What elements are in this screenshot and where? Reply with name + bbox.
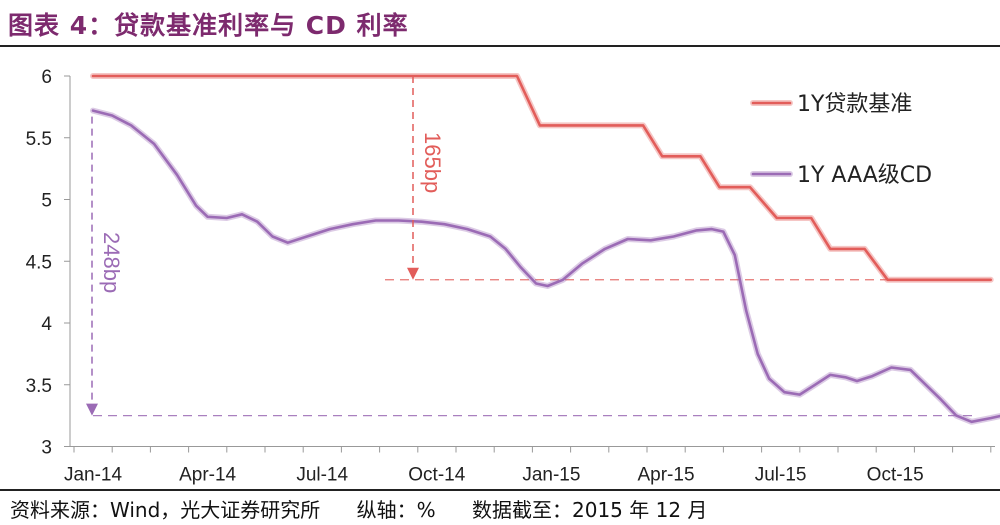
y-tick-label: 4.5 bbox=[26, 252, 52, 273]
title-rule bbox=[0, 45, 1000, 47]
x-tick-label: Jul-14 bbox=[296, 465, 348, 486]
y-tick-label: 6 bbox=[41, 67, 52, 88]
annotation-248bp: 248bp bbox=[99, 232, 124, 293]
x-tick-label: Jan-15 bbox=[522, 465, 580, 486]
arrow-165bp-head bbox=[407, 267, 419, 280]
legend-label: 1Y贷款基准 bbox=[797, 92, 912, 117]
annotation-165bp: 165bp bbox=[420, 132, 445, 193]
x-tick-label: Jan-14 bbox=[64, 465, 123, 486]
benchmark-rate-line bbox=[91, 74, 992, 282]
source-note: 资料来源：Wind，光大证券研究所 bbox=[10, 498, 321, 522]
axes: 6 5.5 5 4.5 4 3.5 3 Jan-14 Apr-14 Jul-14 Oct-14 Jan… bbox=[26, 67, 995, 486]
x-tick-label: Apr-14 bbox=[179, 465, 236, 486]
y-tick-label: 4 bbox=[41, 314, 52, 335]
series bbox=[90, 73, 1000, 425]
footer: 资料来源：Wind，光大证券研究所 纵轴：% 数据截至：2015 年 12 月 bbox=[10, 494, 737, 523]
cd-rate-line bbox=[91, 109, 1000, 424]
date-note: 数据截至：2015 年 12 月 bbox=[472, 498, 708, 522]
guides bbox=[93, 279, 975, 417]
x-tick-label: Oct-14 bbox=[408, 465, 465, 486]
footer-rule bbox=[0, 489, 1000, 491]
x-tick-label: Oct-15 bbox=[867, 465, 924, 486]
x-tick-label: Jul-15 bbox=[755, 465, 807, 486]
y-tick-label: 3 bbox=[41, 438, 52, 459]
y-tick-label: 5 bbox=[41, 191, 52, 212]
yaxis-note: 纵轴：% bbox=[356, 498, 436, 522]
y-tick-label: 5.5 bbox=[26, 129, 52, 150]
y-tick-label: 3.5 bbox=[26, 376, 52, 397]
chart-title: 图表 4：贷款基准利率与 CD 利率 bbox=[8, 11, 409, 40]
legend: 1Y贷款基准 1Y AAA级CD bbox=[750, 92, 932, 188]
annotations: 165bp 248bp bbox=[86, 76, 445, 416]
line-chart: 6 5.5 5 4.5 4 3.5 3 Jan-14 Apr-14 Jul-14 Oct-14 Jan… bbox=[26, 67, 1000, 486]
cd-rate-line-halo bbox=[90, 107, 1000, 425]
arrow-248bp-head bbox=[86, 403, 98, 416]
legend-label: 1Y AAA级CD bbox=[797, 163, 932, 188]
x-tick-label: Apr-15 bbox=[637, 465, 694, 486]
